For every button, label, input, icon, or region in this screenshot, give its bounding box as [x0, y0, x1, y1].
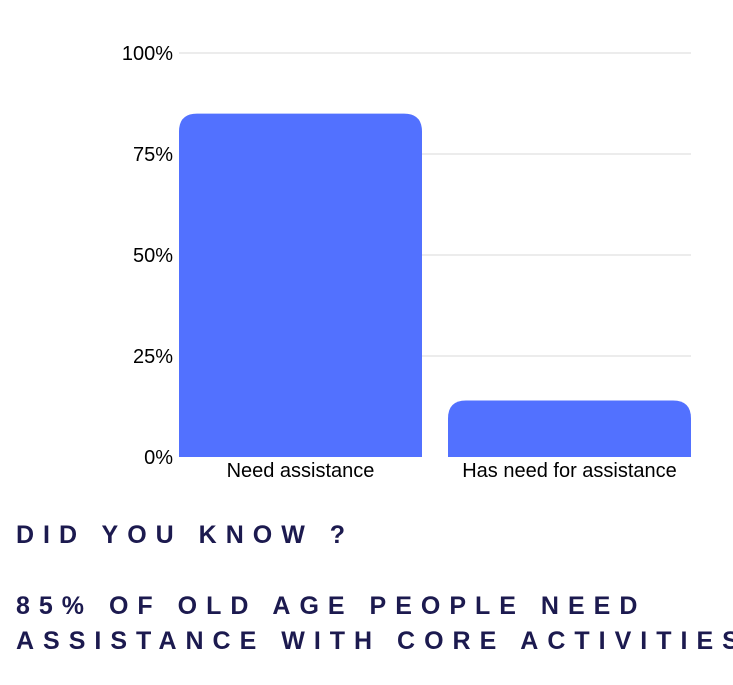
- bar-chart: 0% 25% 50% 75% 100% Need assistance Has need …: [122, 43, 691, 482]
- y-axis-tick-labels: 0% 25% 50% 75% 100%: [122, 43, 173, 469]
- statistic-caption-line-2: ASSISTANCE WITH CORE ACTIVITIES: [16, 627, 733, 655]
- bar: [448, 400, 691, 457]
- x-category-label: Has need for assistance: [462, 460, 677, 482]
- bars: [179, 113, 691, 457]
- y-tick-label: 50%: [133, 245, 173, 267]
- statistic-caption-line-1: 85% OF OLD AGE PEOPLE NEED: [16, 592, 647, 620]
- y-tick-label: 0%: [144, 447, 173, 469]
- bar: [179, 113, 422, 457]
- did-you-know-heading: DID YOU KNOW ?: [16, 521, 355, 549]
- statistic-caption: 85% OF OLD AGE PEOPLE NEED ASSISTANCE WI…: [16, 589, 733, 659]
- x-category-label: Need assistance: [227, 460, 375, 482]
- y-tick-label: 75%: [133, 144, 173, 166]
- x-axis-category-labels: Need assistance Has need for assistance: [227, 460, 677, 482]
- y-tick-label: 25%: [133, 346, 173, 368]
- y-tick-label: 100%: [122, 43, 173, 65]
